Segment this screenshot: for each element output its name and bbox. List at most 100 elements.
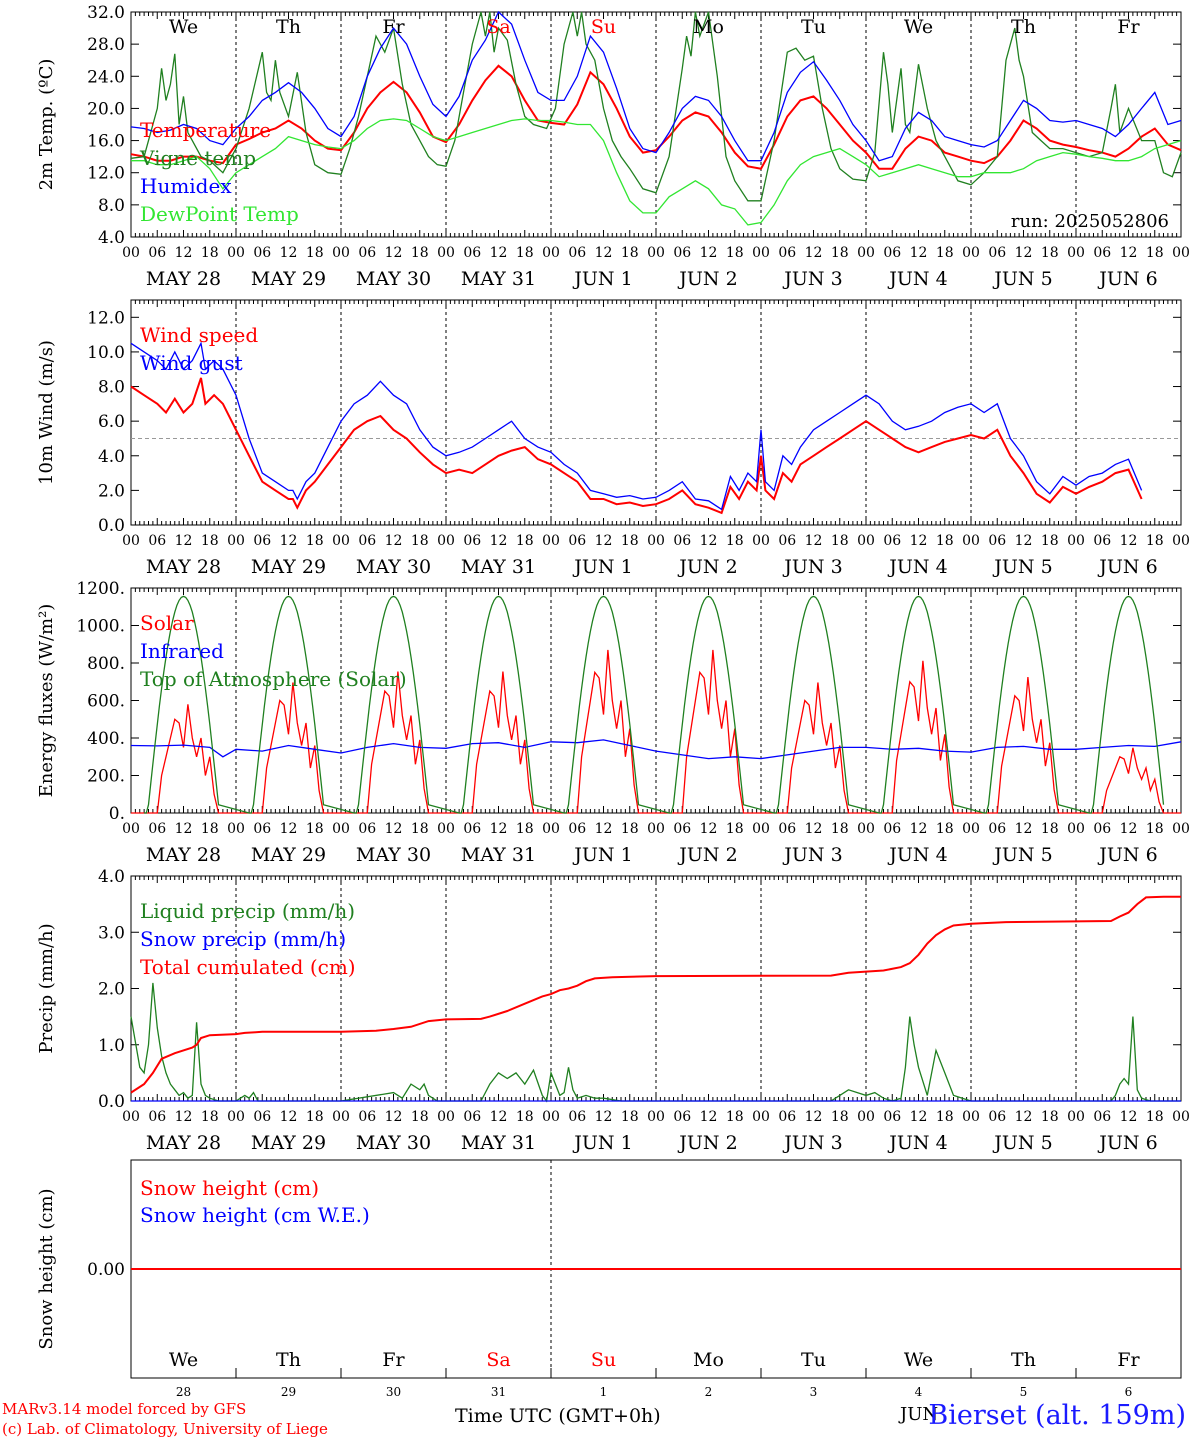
date-label: JUN 6 [1097,844,1157,866]
y-tick-label: 2.0 [98,980,125,1000]
date-label: MAY 30 [356,556,431,578]
hour-tick-label: 00 [962,821,980,837]
date-label: MAY 31 [461,556,536,578]
date-label: JUN 3 [782,844,842,866]
hour-tick-label: 18 [306,533,324,549]
hour-tick-label: 12 [700,245,718,261]
hour-tick-label: 12 [1120,821,1138,837]
y-tick-label: 0.00 [87,1260,125,1280]
date-label: JUN 1 [572,556,632,578]
hour-tick-label: 12 [1120,245,1138,261]
hour-tick-label: 06 [358,245,376,261]
hour-tick-label: 06 [463,533,481,549]
series-line-2 [130,739,1182,760]
hour-tick-label: 00 [542,533,560,549]
day-number-label: 5 [1020,1385,1028,1399]
hour-tick-label: 18 [516,245,534,261]
y-tick-label: 1000. [76,617,125,637]
hour-tick-label: 12 [910,1109,928,1125]
hour-tick-label: 00 [647,821,665,837]
date-label: MAY 30 [356,1132,431,1154]
date-label: MAY 28 [146,844,221,866]
y-axis-label: Precip (mm/h) [36,923,57,1053]
series-line-3 [144,595,1165,814]
hour-tick-label: 00 [227,1109,245,1125]
hour-tick-label: 18 [1146,821,1164,837]
hour-tick-label: 12 [1120,1109,1138,1125]
date-label: JUN 5 [992,844,1052,866]
hour-tick-label: 12 [910,821,928,837]
hour-tick-label: 06 [883,1109,901,1125]
y-tick-label: 10.0 [87,343,125,363]
hour-tick-label: 06 [358,1109,376,1125]
legend-entry: Infrared [140,639,224,663]
hour-tick-label: 12 [1015,1109,1033,1125]
hour-tick-label: 12 [490,821,508,837]
weekday-label: Fr [382,16,405,38]
hour-tick-label: 18 [831,821,849,837]
date-label: MAY 29 [251,1132,326,1154]
hour-tick-label: 12 [700,821,718,837]
hour-tick-label: 06 [568,245,586,261]
y-tick-label: 12.0 [87,164,125,184]
y-tick-label: 1200. [76,579,125,599]
hour-tick-label: 12 [280,533,298,549]
hour-tick-label: 18 [831,245,849,261]
legend-entry: Wind gust [140,351,243,375]
hour-tick-label: 18 [726,821,744,837]
series-line-2 [130,11,1182,202]
hour-tick-label: 00 [1067,245,1085,261]
hour-tick-label: 06 [253,533,271,549]
weekday-label: Mo [693,16,724,38]
hour-tick-label: 00 [1172,245,1190,261]
hour-tick-label: 12 [385,1109,403,1125]
weekday-label: Th [1011,16,1036,38]
hour-tick-label: 12 [490,245,508,261]
lab-credit: (c) Lab. of Climatology, University of L… [2,1420,328,1438]
hour-tick-label: 00 [752,533,770,549]
hour-tick-label: 00 [1067,1109,1085,1125]
hour-tick-label: 12 [700,533,718,549]
hour-tick-label: 00 [962,1109,980,1125]
date-label: JUN 4 [887,844,947,866]
hour-tick-label: 00 [647,245,665,261]
date-label: JUN 1 [572,1132,632,1154]
date-label: MAY 29 [251,268,326,290]
y-axis-label: 10m Wind (m/s) [36,340,57,485]
hour-tick-label: 00 [437,245,455,261]
hour-tick-label: 06 [778,245,796,261]
hour-tick-label: 12 [1015,533,1033,549]
y-tick-label: 24.0 [87,67,125,87]
hour-tick-label: 00 [332,1109,350,1125]
date-label: MAY 30 [356,844,431,866]
y-tick-label: 8.0 [98,378,125,398]
weekday-label: Tu [801,1349,826,1371]
hour-tick-label: 18 [621,245,639,261]
y-tick-label: 600. [87,692,125,712]
legend-entry: Top of Atmosphere (Solar) [140,667,407,691]
series-line-4 [131,118,1182,226]
hour-tick-label: 18 [1146,245,1164,261]
hour-tick-label: 18 [201,821,219,837]
hour-tick-label: 00 [227,821,245,837]
series-line-3 [130,10,1182,162]
hour-tick-label: 00 [857,533,875,549]
y-axis-label: Snow height (cm) [36,1188,57,1349]
hour-tick-label: 18 [1041,533,1059,549]
legend-entry: Total cumulated (cm) [140,955,356,979]
hour-tick-label: 18 [1041,1109,1059,1125]
day-number-label: 2 [705,1385,713,1399]
date-label: MAY 28 [146,1132,221,1154]
hour-tick-label: 12 [175,821,193,837]
hour-tick-label: 12 [385,821,403,837]
y-tick-label: 4.0 [98,867,125,887]
date-label: JUN 3 [782,1132,842,1154]
run-annotation: run: 2025052806 [1011,211,1169,232]
y-tick-label: 1.0 [98,1036,125,1056]
weekday-label: Tu [801,16,826,38]
legend-entry: Temperature [140,118,271,142]
hour-tick-label: 12 [595,533,613,549]
hour-tick-label: 12 [280,245,298,261]
date-label: JUN 5 [992,268,1052,290]
hour-tick-label: 00 [122,533,140,549]
